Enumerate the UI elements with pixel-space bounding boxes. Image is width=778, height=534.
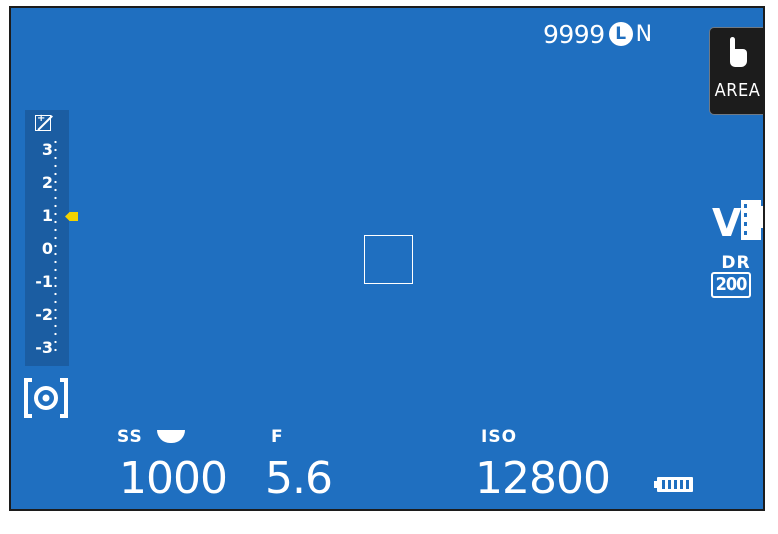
camera-viewfinder: 9999 L N AREA + 3 2 1 0 -1 -2 -3 — [9, 6, 765, 511]
touch-mode-label: AREA — [714, 80, 761, 101]
shutter-icon — [157, 430, 185, 443]
dr-label: DR — [721, 253, 751, 273]
ev-scale-ticks — [54, 138, 57, 356]
aperture-value: 5.6 — [265, 453, 333, 504]
ev-current-marker — [65, 212, 78, 221]
image-quality: N — [635, 21, 653, 47]
film-sim-velvia-icon: V — [712, 200, 763, 244]
film-sim-letter: V — [712, 201, 742, 244]
dynamic-range-indicator: DR 200 — [711, 253, 761, 298]
hand-pointer-icon — [730, 37, 747, 67]
touch-mode-button[interactable]: AREA — [709, 27, 763, 115]
shots-info: 9999 L N — [543, 18, 652, 50]
ev-label-0: 0 — [41, 239, 53, 258]
ev-comp-icon: + — [35, 113, 53, 131]
battery-full-icon — [654, 477, 693, 492]
shots-remaining: 9999 — [543, 19, 605, 49]
multi-metering-icon — [24, 378, 68, 418]
shutter-speed-value: 1000 — [119, 453, 228, 504]
image-size-badge: L — [608, 22, 633, 46]
iso-label: ISO — [481, 427, 518, 447]
ev-label-minus-2: -2 — [35, 305, 53, 324]
ev-label-minus-3: -3 — [35, 338, 53, 357]
ev-label-2: 2 — [41, 173, 53, 192]
iso-value: 12800 — [475, 453, 611, 504]
dr-value: 200 — [711, 272, 751, 298]
exposure-compensation-scale[interactable]: + 3 2 1 0 -1 -2 -3 — [25, 110, 78, 366]
ev-label-1: 1 — [41, 206, 53, 225]
aperture-label: F — [271, 427, 284, 447]
ev-label-minus-1: -1 — [35, 272, 53, 291]
shutter-speed-label: SS — [117, 427, 143, 447]
ev-label-3: 3 — [41, 140, 53, 159]
focus-frame[interactable] — [364, 235, 413, 284]
